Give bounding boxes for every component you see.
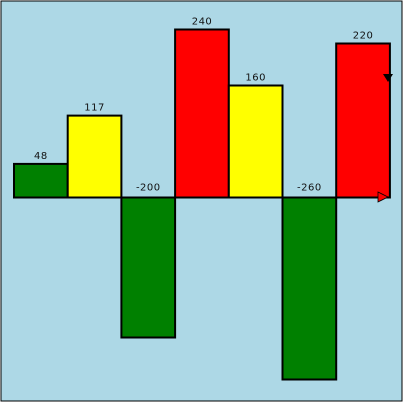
bars-group — [13, 28, 391, 381]
bar-7 — [335, 42, 391, 199]
bar-1 — [13, 162, 69, 199]
value-label-6: -260 — [297, 183, 322, 194]
bar-4 — [174, 28, 230, 199]
value-label-7: 220 — [353, 31, 374, 42]
bar-6 — [281, 196, 338, 381]
triangle-down-icon — [383, 74, 393, 82]
value-labels-group: 48 117 -200 240 160 -260 220 — [34, 17, 373, 194]
value-label-5: 160 — [245, 73, 266, 84]
value-label-3: -200 — [136, 183, 161, 194]
value-label-2: 117 — [84, 103, 105, 114]
markers-group — [377, 74, 393, 203]
bar-3 — [120, 196, 177, 339]
bar-2 — [66, 114, 123, 199]
value-label-1: 48 — [34, 151, 48, 162]
bar-5 — [227, 84, 284, 199]
arrow-right-icon — [377, 191, 389, 203]
value-label-4: 240 — [192, 17, 213, 28]
